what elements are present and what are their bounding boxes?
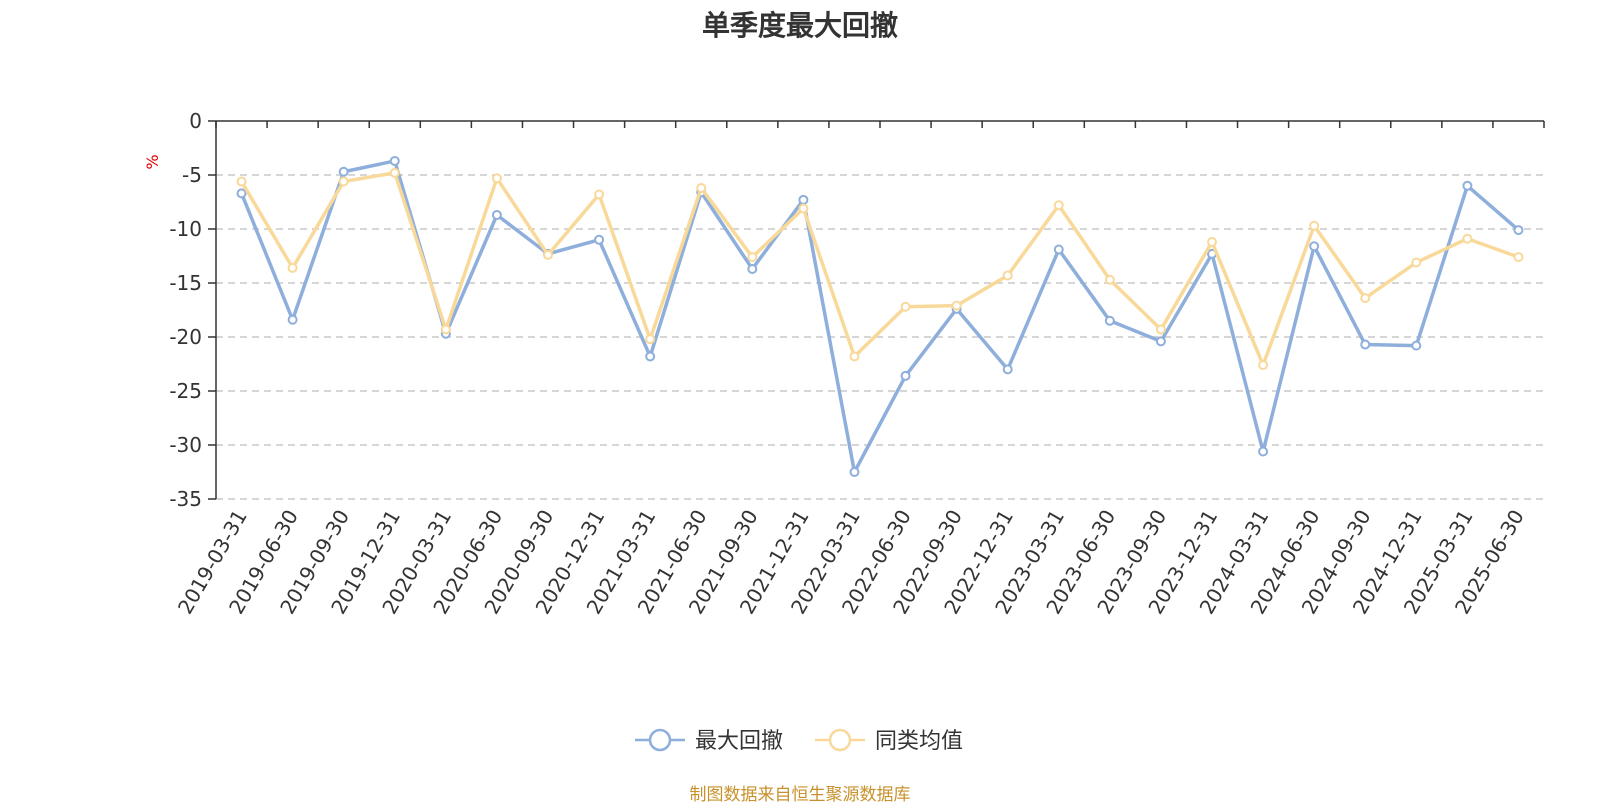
- data-point: [491, 209, 502, 220]
- data-point: [594, 234, 605, 245]
- axes: 0-5-10-15-20-25-30-352019-03-312019-06-3…: [169, 109, 1545, 618]
- y-tick-label: 0: [189, 109, 202, 133]
- data-point: [1513, 225, 1524, 236]
- data-point: [1053, 244, 1064, 255]
- y-axis-unit-label: %: [143, 154, 162, 169]
- data-point: [645, 351, 656, 362]
- data-point: [1104, 274, 1115, 285]
- data-point: [645, 334, 656, 345]
- chart-title: 单季度最大回撤: [701, 9, 898, 42]
- legend-item[interactable]: 同类均值: [815, 728, 963, 754]
- series-1: [236, 155, 1524, 477]
- data-point: [900, 370, 911, 381]
- y-tick-label: -30: [169, 433, 202, 457]
- y-tick-label: -35: [169, 487, 202, 511]
- data-point: [1002, 270, 1013, 281]
- series-line: [239, 159, 1520, 474]
- data-point: [696, 182, 707, 193]
- data-point: [1360, 339, 1371, 350]
- data-point: [1513, 252, 1524, 263]
- legend-marker-icon: [648, 728, 672, 752]
- y-tick-label: -20: [169, 325, 202, 349]
- data-source-note: 制图数据来自恒生聚源数据库: [689, 785, 911, 805]
- data-point: [1462, 233, 1473, 244]
- legend-item[interactable]: 最大回撤: [635, 728, 783, 754]
- legend-label: 最大回撤: [695, 729, 783, 754]
- series-lines: [236, 155, 1524, 477]
- data-point: [491, 173, 502, 184]
- data-point: [1309, 220, 1320, 231]
- data-point: [338, 166, 349, 177]
- data-point: [1360, 293, 1371, 304]
- data-point: [440, 324, 451, 335]
- data-point: [236, 188, 247, 199]
- data-point: [1002, 364, 1013, 375]
- data-point: [287, 262, 298, 273]
- data-point: [287, 314, 298, 325]
- legend-label: 同类均值: [875, 729, 963, 754]
- data-point: [849, 351, 860, 362]
- data-point: [747, 263, 758, 274]
- data-point: [1053, 200, 1064, 211]
- data-point: [1411, 340, 1422, 351]
- series-2: [236, 167, 1524, 371]
- data-point: [1155, 336, 1166, 347]
- y-tick-label: -25: [169, 379, 202, 403]
- data-point: [594, 189, 605, 200]
- y-tick-label: -15: [169, 271, 202, 295]
- y-tick-label: -10: [169, 217, 202, 241]
- data-point: [1309, 241, 1320, 252]
- data-point: [543, 249, 553, 260]
- data-point: [900, 301, 911, 312]
- grid-lines: [216, 174, 1544, 500]
- legend-marker-icon: [828, 728, 852, 752]
- data-point: [389, 167, 400, 178]
- data-point: [1104, 315, 1115, 326]
- data-point: [951, 300, 962, 311]
- data-point: [1462, 180, 1473, 191]
- y-tick-label: -5: [182, 163, 202, 187]
- data-point: [338, 176, 349, 187]
- series-line: [240, 171, 1520, 367]
- data-point: [1155, 324, 1166, 335]
- data-point: [798, 203, 809, 214]
- data-point: [389, 155, 400, 166]
- data-point: [798, 194, 809, 205]
- legend: 最大回撤 同类均值: [635, 728, 963, 754]
- data-point: [849, 467, 860, 477]
- data-point: [1258, 360, 1269, 371]
- data-point: [236, 176, 247, 187]
- data-point: [1258, 446, 1269, 457]
- data-point: [1207, 236, 1217, 247]
- data-point: [1411, 257, 1422, 268]
- data-point: [747, 252, 758, 263]
